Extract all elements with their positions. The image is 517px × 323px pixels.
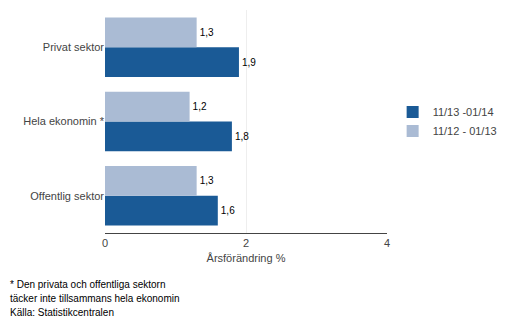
svg-text:2: 2 (243, 237, 249, 249)
svg-text:11/13 -01/14: 11/13 -01/14 (433, 106, 494, 118)
svg-text:Hela ekonomin *: Hela ekonomin * (23, 115, 104, 127)
svg-text:1,2: 1,2 (193, 101, 207, 112)
svg-text:Källa: Statistikcentralen: Källa: Statistikcentralen (10, 307, 114, 318)
svg-text:1,3: 1,3 (200, 175, 214, 186)
svg-text:1,3: 1,3 (200, 27, 214, 38)
svg-text:täcker inte tillsammans hela e: täcker inte tillsammans hela ekonomin (10, 293, 180, 304)
svg-text:4: 4 (384, 237, 390, 249)
svg-text:1,9: 1,9 (242, 57, 256, 68)
svg-text:0: 0 (102, 237, 108, 249)
svg-text:Offentlig sektor: Offentlig sektor (30, 190, 104, 202)
svg-text:11/12 - 01/13: 11/12 - 01/13 (433, 125, 497, 137)
svg-text:1,8: 1,8 (235, 131, 249, 142)
svg-text:* Den privata och offentliga s: * Den privata och offentliga sektorn (10, 279, 165, 290)
svg-text:Privat sektor: Privat sektor (43, 41, 104, 53)
svg-text:Årsförändring %: Årsförändring % (207, 252, 286, 264)
svg-text:1,6: 1,6 (221, 205, 235, 216)
